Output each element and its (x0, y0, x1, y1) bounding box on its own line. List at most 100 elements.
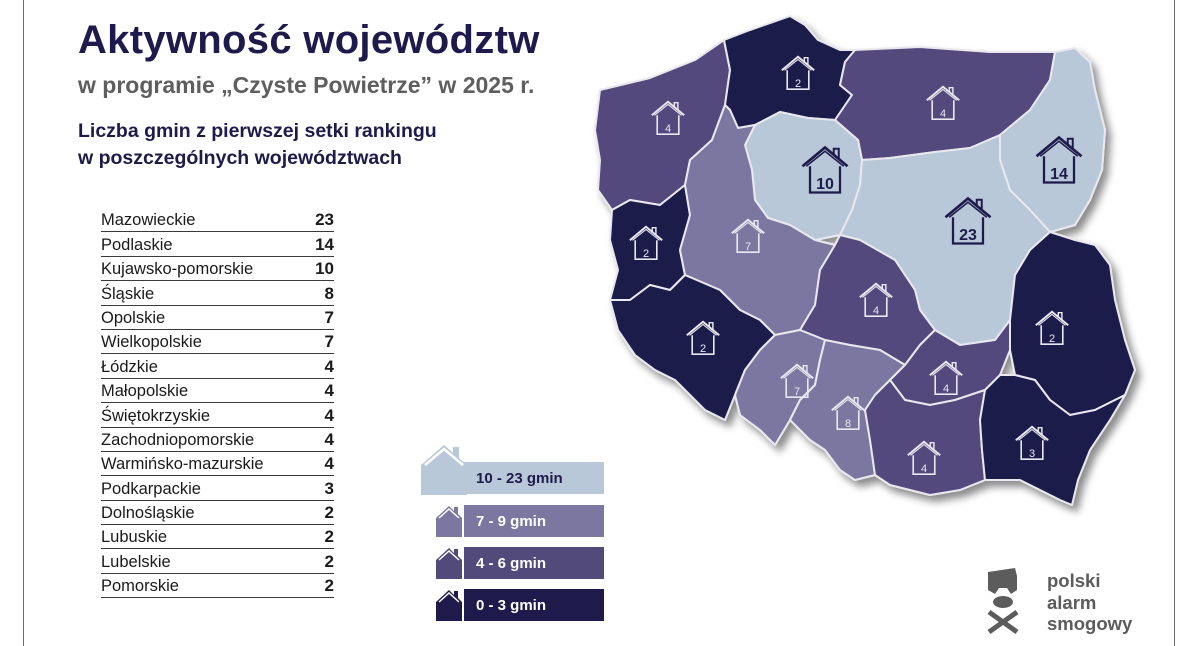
legend-label: 4 - 6 gmin (476, 554, 547, 572)
table-row: Lubuskie 2 (101, 525, 334, 550)
polski-alarm-smogowy-logo-icon (987, 568, 1019, 635)
region-malopolskie (864, 379, 986, 496)
house-icon: 3 (1014, 425, 1050, 461)
house-icon: 4 (925, 85, 961, 121)
table-row: Dolnośląskie 2 (101, 501, 334, 526)
region-name: Podkarpackie (101, 479, 201, 498)
region-count: 7 (794, 386, 800, 398)
logo-line-2: alarm (1047, 591, 1097, 613)
table-row: Zachodniopomorskie 4 (101, 428, 334, 452)
poland-map: 4 2 4 10 14 23 2 7 (594, 15, 1136, 506)
house-icon: 2 (1034, 310, 1070, 346)
logo-line-1: polski (1047, 570, 1101, 591)
region-value: 7 (324, 307, 334, 327)
house-icon: 7 (730, 218, 766, 254)
region-count: 2 (1049, 333, 1055, 345)
region-markers: 4 2 4 10 14 23 2 7 (628, 55, 1083, 476)
legend-item-10-23: 10 - 23 gmin (464, 462, 604, 494)
region-count: 2 (700, 343, 706, 355)
region-name: Mazowieckie (101, 211, 196, 230)
house-icon: 2 (685, 320, 721, 356)
house-icon (421, 445, 467, 495)
frame-border-left (23, 0, 24, 646)
legend-item-0-3: 0 - 3 gmin (464, 589, 604, 621)
region-name: Wielkopolskie (101, 333, 202, 352)
region-value: 3 (324, 478, 334, 498)
table-row: Łódzkie 4 (101, 354, 334, 379)
region-name: Lubelskie (101, 552, 171, 571)
description-line-1: Liczba gmin z pierwszej setki rankingu (78, 120, 437, 142)
house-icon: 7 (779, 363, 815, 399)
region-name: Łódzkie (101, 357, 158, 376)
region-value: 2 (324, 527, 334, 547)
region-count: 4 (943, 383, 949, 395)
region-count: 4 (665, 123, 671, 135)
house-icon: 10 (801, 146, 849, 194)
region-podkarpackie (979, 374, 1126, 506)
region-name: Pomorskie (101, 577, 179, 596)
region-name: Lubuskie (101, 528, 168, 547)
house-icon: 4 (928, 360, 964, 396)
description-line-2: w poszczególnych województwach (78, 147, 402, 169)
table-row: Lubelskie 2 (101, 549, 334, 574)
region-count: 3 (1029, 448, 1035, 460)
region-value: 4 (324, 454, 334, 474)
ranking-table: Mazowieckie 23 Podlaskie 14 Kujawsko-pomor… (101, 208, 334, 599)
region-value: 23 (315, 210, 334, 230)
region-value: 4 (324, 405, 334, 425)
page-subtitle: w programie „Czyste Powietrze” w 2025 r. (78, 72, 535, 98)
region-count: 7 (745, 241, 751, 253)
table-row: Podlaskie 14 (101, 232, 334, 257)
table-row: Warmińsko-mazurskie 4 (101, 452, 334, 477)
house-icon: 2 (628, 225, 664, 261)
region-value: 2 (324, 551, 334, 571)
region-name: Opolskie (101, 308, 166, 327)
region-name: Małopolskie (101, 382, 189, 401)
region-count: 8 (845, 418, 851, 430)
region-count: 14 (1050, 166, 1068, 183)
legend-item-4-6: 4 - 6 gmin (464, 547, 604, 579)
house-icon: 4 (906, 440, 942, 476)
table-row: Podkarpackie 3 (101, 476, 334, 501)
table-row: Mazowieckie 23 (101, 208, 334, 233)
house-icon: 4 (650, 100, 686, 136)
region-count: 2 (795, 78, 801, 90)
region-value: 2 (324, 576, 334, 596)
house-icon (436, 548, 462, 579)
table-row: Kujawsko-pomorskie 10 (101, 257, 334, 282)
house-icon: 8 (830, 395, 866, 431)
region-name: Zachodniopomorskie (101, 430, 255, 449)
legend-label: 10 - 23 gmin (476, 469, 563, 487)
table-row: Świętokrzyskie 4 (101, 403, 334, 428)
region-name: Warmińsko-mazurskie (101, 455, 264, 474)
logo-text: polski alarm smogowy (1047, 570, 1132, 635)
house-icon: 23 (944, 197, 992, 245)
region-value: 7 (324, 332, 334, 352)
legend-label: 0 - 3 gmin (476, 596, 547, 614)
house-icon: 4 (858, 282, 894, 318)
legend-item-7-9: 7 - 9 gmin (464, 505, 604, 537)
region-count: 4 (921, 463, 927, 475)
region-count: 4 (873, 305, 879, 317)
region-name: Śląskie (101, 284, 155, 303)
region-name: Podlaskie (101, 235, 173, 254)
frame-border-right (1174, 0, 1175, 646)
region-value: 4 (324, 356, 334, 376)
region-value: 8 (324, 283, 334, 303)
table-row: Małopolskie 4 (101, 379, 334, 404)
region-count: 2 (643, 248, 649, 260)
house-icon: 2 (780, 55, 816, 91)
region-value: 4 (324, 429, 334, 449)
region-pomorskie (723, 15, 856, 129)
region-name: Kujawsko-pomorskie (101, 260, 254, 279)
logo-line-3: smogowy (1047, 613, 1133, 634)
table-row: Śląskie 8 (101, 281, 334, 306)
house-icon: 14 (1035, 136, 1083, 184)
table-row: Opolskie 7 (101, 306, 334, 330)
region-value: 10 (315, 259, 334, 279)
region-podlaskie (999, 47, 1106, 233)
region-name: Dolnośląskie (101, 504, 195, 523)
region-count: 4 (940, 108, 946, 120)
region-value: 4 (324, 381, 334, 401)
region-name: Świętokrzyskie (101, 406, 211, 425)
